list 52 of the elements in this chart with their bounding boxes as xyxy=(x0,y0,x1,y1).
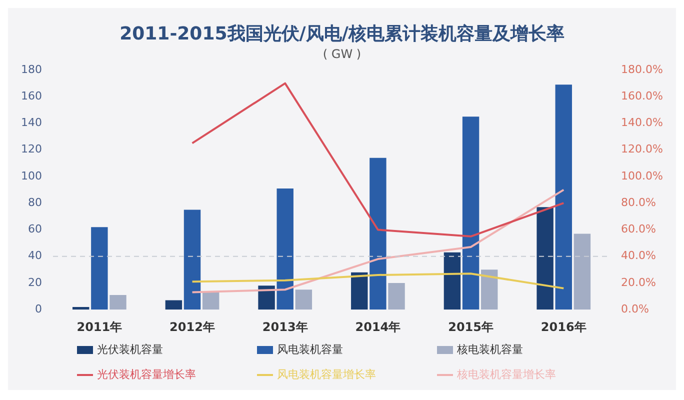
bar xyxy=(462,116,480,310)
chart-subtitle: ( GW ) xyxy=(322,46,362,61)
x-tick-label: 2014年 xyxy=(355,320,401,334)
y2-tick-label: 0.0% xyxy=(621,302,650,316)
bar xyxy=(184,210,201,310)
y2-tick-label: 160.0% xyxy=(621,89,664,102)
x-tick-label: 2012年 xyxy=(170,320,215,334)
legend-label: 光伏装机容量增长率 xyxy=(97,367,196,382)
x-tick-label: 2016年 xyxy=(540,320,586,334)
y-tick-label: 20 xyxy=(28,276,42,289)
bar xyxy=(295,290,312,310)
y2-tick-label: 80.0% xyxy=(621,196,656,209)
bar xyxy=(276,188,294,310)
y2-tick-label: 60.0% xyxy=(621,222,656,236)
bar xyxy=(370,158,386,310)
bar xyxy=(258,286,275,310)
y2-tick-label: 180.0% xyxy=(621,62,664,76)
bar xyxy=(110,294,126,310)
bar xyxy=(91,227,108,310)
legend-label: 核电装机容量增长率 xyxy=(457,367,556,382)
x-tick-label: 2015年 xyxy=(448,320,494,334)
x-tick-label: 2013年 xyxy=(262,320,308,334)
y-tick-label: 120 xyxy=(20,142,42,156)
y2-tick-label: 140.0% xyxy=(621,116,664,130)
y-tick-label: 80 xyxy=(28,196,42,209)
y-tick-label: 180 xyxy=(20,62,42,76)
bar xyxy=(444,252,461,310)
bar xyxy=(481,270,498,310)
legend-label: 光伏装机容量 xyxy=(97,342,163,357)
chart-title: 2011-2015我国光伏/风电/核电累计装机容量及增长率 xyxy=(120,23,564,44)
y-tick-label: 0 xyxy=(34,302,42,316)
bar xyxy=(165,300,182,310)
bar xyxy=(388,282,405,310)
bar xyxy=(72,306,90,310)
bar xyxy=(555,84,572,310)
y2-tick-label: 20.0% xyxy=(621,276,656,289)
bar xyxy=(536,207,554,310)
legend-label: 风电装机容量增长率 xyxy=(277,367,376,382)
legend-label: 核电装机容量 xyxy=(457,342,523,357)
bar xyxy=(574,234,591,310)
y-tick-label: 140 xyxy=(20,116,42,130)
y2-tick-label: 120.0% xyxy=(621,142,664,156)
y2-tick-label: 40.0% xyxy=(621,249,656,262)
legend-label: 风电装机容量 xyxy=(277,342,343,357)
y-tick-label: 40 xyxy=(28,249,42,262)
y2-tick-label: 100.0% xyxy=(621,169,664,182)
bar xyxy=(202,292,220,310)
x-tick-label: 2011年 xyxy=(76,320,122,334)
bar xyxy=(351,272,368,310)
y-tick-label: 160 xyxy=(20,89,42,102)
y-tick-label: 100 xyxy=(20,169,42,182)
y-tick-label: 60 xyxy=(28,222,42,236)
